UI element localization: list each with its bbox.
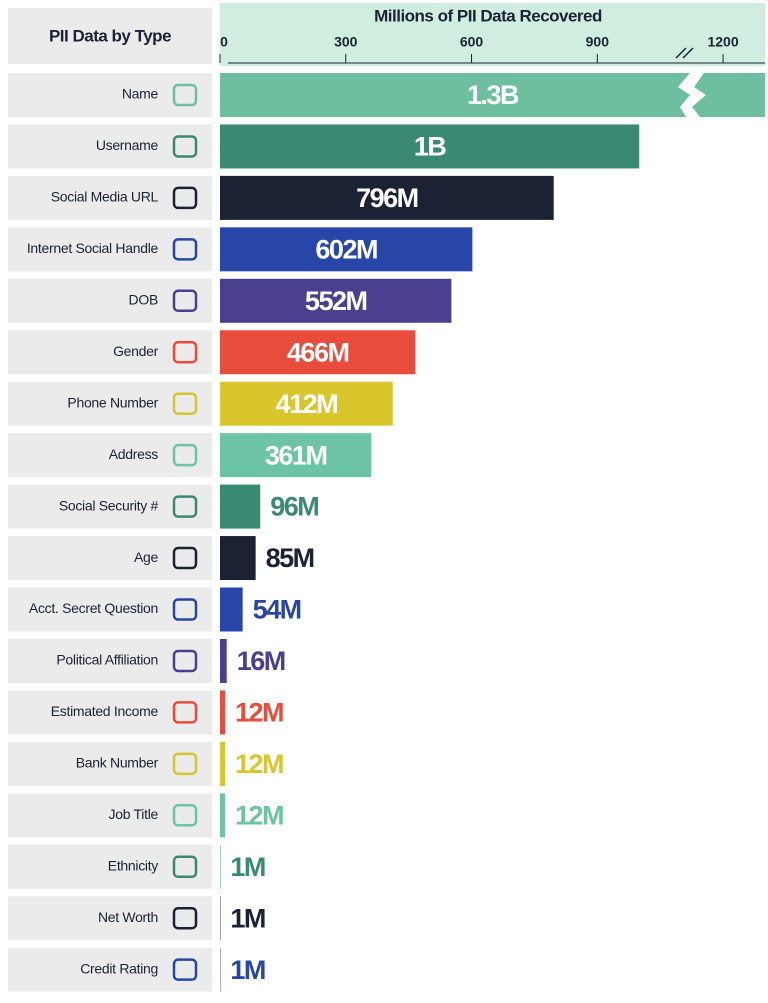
bar	[220, 484, 261, 529]
category-icon	[172, 83, 198, 107]
category-label: Phone Number	[67, 394, 158, 410]
value-label: 1M	[230, 903, 265, 933]
category-icon	[172, 958, 198, 981]
bar	[220, 330, 416, 375]
bar-break	[678, 73, 706, 117]
value-label: 1B	[414, 132, 447, 162]
category-box	[8, 381, 212, 426]
category-label: Address	[109, 446, 159, 462]
value-label: 412M	[276, 389, 338, 419]
category-box	[8, 690, 212, 735]
bar	[220, 536, 256, 581]
value-label: 12M	[235, 800, 283, 830]
axis-break	[675, 47, 694, 59]
bar	[220, 433, 372, 478]
category-label: Political Affiliation	[56, 652, 158, 668]
value-label: 552M	[305, 286, 367, 316]
category-box	[8, 793, 212, 838]
category-label: Acct. Secret Question	[29, 600, 158, 616]
category-box	[8, 278, 212, 323]
bar	[220, 278, 452, 323]
category-box	[8, 73, 212, 117]
category-icon	[172, 701, 198, 724]
value-label: 466M	[287, 337, 349, 367]
value-label: 1M	[230, 955, 265, 985]
bar	[220, 381, 393, 426]
bar	[220, 793, 226, 838]
value-label: 12M	[235, 698, 283, 728]
bar	[220, 73, 765, 117]
value-label: 361M	[265, 440, 327, 470]
bar	[220, 690, 226, 735]
category-box	[8, 484, 212, 529]
category-icon	[172, 649, 198, 673]
x-tick-label: 300	[334, 34, 358, 50]
category-box	[8, 330, 212, 375]
category-label: DOB	[129, 292, 158, 308]
category-box	[8, 587, 212, 632]
category-icon	[172, 443, 198, 467]
category-box	[8, 947, 212, 992]
value-label: 1.3B	[467, 80, 519, 110]
category-header: PII Data by Type	[49, 26, 171, 45]
category-label: Bank Number	[76, 755, 159, 771]
value-label: 1M	[230, 852, 265, 882]
category-label: Gender	[113, 343, 159, 359]
category-box	[8, 433, 212, 478]
value-label: 796M	[356, 183, 418, 213]
bar	[220, 227, 473, 272]
category-label: Name	[122, 86, 159, 102]
bar	[220, 741, 226, 786]
category-box	[8, 227, 212, 272]
value-label: 85M	[266, 543, 314, 573]
category-icon	[172, 289, 198, 313]
category-label: Username	[96, 137, 159, 153]
category-icon	[172, 341, 198, 364]
category-label: Age	[134, 549, 159, 565]
category-label: Credit Rating	[80, 960, 158, 976]
bar	[220, 587, 243, 632]
category-icon	[172, 598, 198, 621]
category-icon	[172, 546, 198, 570]
category-box	[8, 844, 212, 889]
category-label: Internet Social Handle	[27, 240, 159, 256]
category-icon	[172, 495, 198, 518]
category-box	[8, 124, 212, 169]
category-label: Ethnicity	[108, 857, 159, 873]
value-label: 602M	[315, 234, 377, 264]
category-icon	[172, 238, 198, 261]
category-header-box	[8, 8, 212, 64]
category-icon	[172, 752, 198, 776]
category-label: Net Worth	[98, 909, 158, 925]
chart-title: Millions of PII Data Recovered	[374, 6, 602, 25]
category-icon	[172, 804, 198, 827]
category-box	[8, 536, 212, 581]
axis-header-box	[220, 3, 765, 66]
category-icon	[172, 392, 198, 415]
category-icon	[172, 906, 198, 930]
category-box	[8, 638, 212, 683]
category-icon	[172, 186, 198, 210]
value-label: 12M	[235, 749, 283, 779]
bar	[220, 175, 554, 220]
x-tick-label: 900	[586, 34, 610, 50]
category-label: Job Title	[109, 806, 159, 822]
value-label: 96M	[270, 492, 318, 522]
bar	[220, 638, 227, 683]
category-box	[8, 896, 212, 941]
category-box	[8, 175, 212, 220]
category-label: Social Security #	[59, 497, 159, 513]
value-label: 54M	[253, 595, 301, 625]
x-tick-label: 1200	[707, 34, 738, 50]
bar	[220, 124, 640, 169]
category-icon	[172, 135, 198, 158]
x-tick-label: 600	[460, 34, 484, 50]
category-box	[8, 741, 212, 786]
x-tick-label: 0	[220, 34, 228, 50]
category-icon	[172, 855, 198, 878]
category-label: Estimated Income	[51, 703, 159, 719]
category-label: Social Media URL	[51, 189, 159, 205]
value-label: 16M	[237, 646, 285, 676]
